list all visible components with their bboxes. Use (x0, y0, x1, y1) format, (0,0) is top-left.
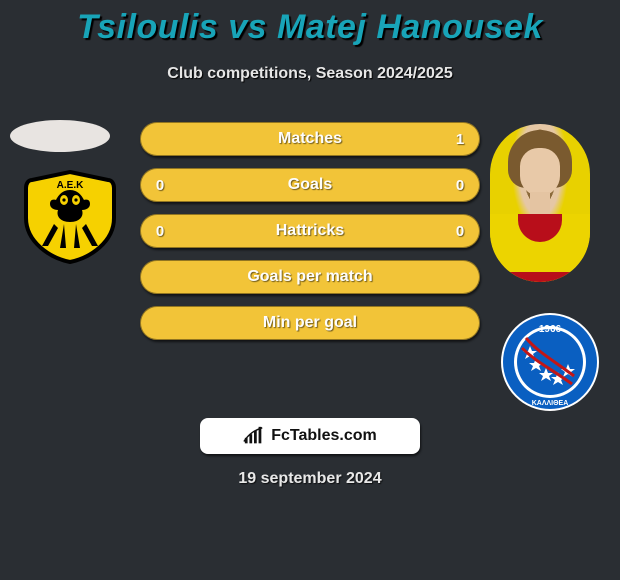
stat-left: 0 (154, 177, 166, 194)
stat-right: 1 (454, 131, 466, 148)
stat-label: Goals (140, 176, 480, 194)
player-photo-left (10, 120, 110, 152)
stat-right: 0 (454, 177, 466, 194)
stat-rows: Matches 1 0 Goals 0 0 Hattricks 0 Goals … (140, 122, 480, 352)
photo-neck (530, 192, 550, 216)
bars-icon (243, 425, 265, 447)
footer-date: 19 september 2024 (0, 470, 620, 488)
stat-row-matches: Matches 1 (140, 122, 480, 156)
stat-right: 0 (454, 223, 466, 240)
stat-label: Hattricks (140, 222, 480, 240)
svg-text:A.E.K: A.E.K (57, 180, 84, 191)
stat-left: 0 (154, 223, 166, 240)
stat-row-min-per-goal: Min per goal (140, 306, 480, 340)
page-title: Tsiloulis vs Matej Hanousek (0, 0, 620, 47)
subtitle: Club competitions, Season 2024/2025 (0, 65, 620, 83)
photo-face (520, 148, 560, 196)
kallithea-badge: 1966 ΚΑΛΛΙΘΕΑ (500, 312, 600, 412)
kallithea-badge-svg: 1966 ΚΑΛΛΙΘΕΑ (500, 312, 600, 412)
aek-badge-svg: A.E.K (20, 170, 120, 264)
fctables-label: FcTables.com (271, 427, 377, 445)
player-photo-right (490, 124, 590, 282)
svg-text:1966: 1966 (539, 324, 562, 335)
photo-jersey (490, 214, 590, 282)
stat-row-goals: 0 Goals 0 (140, 168, 480, 202)
fctables-brand[interactable]: FcTables.com (200, 418, 420, 454)
svg-text:ΚΑΛΛΙΘΕΑ: ΚΑΛΛΙΘΕΑ (532, 400, 569, 407)
stat-label: Matches (140, 130, 480, 148)
photo-jersey-collar (518, 214, 562, 242)
aek-badge: A.E.K (20, 170, 120, 264)
stat-label: Min per goal (140, 314, 480, 332)
stat-label: Goals per match (140, 268, 480, 286)
stat-row-hattricks: 0 Hattricks 0 (140, 214, 480, 248)
stat-row-goals-per-match: Goals per match (140, 260, 480, 294)
